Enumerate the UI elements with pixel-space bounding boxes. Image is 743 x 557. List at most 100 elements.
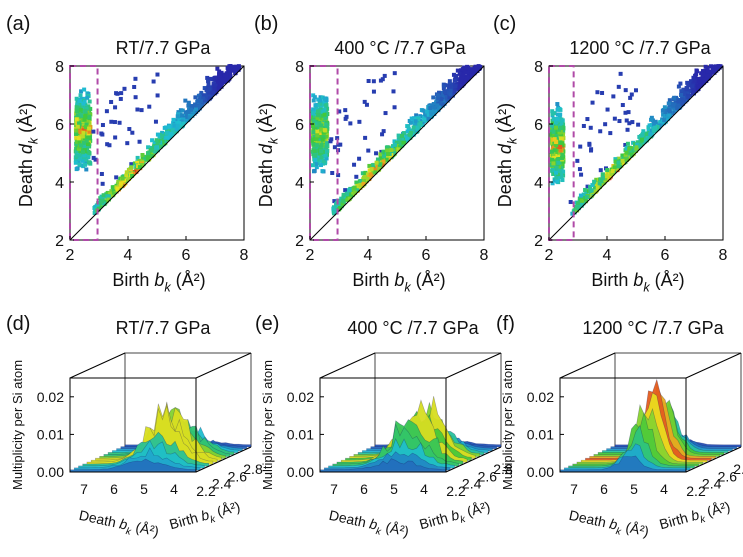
pd-point (466, 76, 471, 81)
pd-point (559, 163, 564, 168)
pd-point (225, 65, 230, 70)
pd-point (700, 77, 705, 82)
pd-point (74, 128, 79, 133)
pd-point (406, 126, 411, 131)
panel-title: 1200 °C /7.7 GPa (582, 318, 724, 338)
pd-point (584, 195, 589, 200)
pd-point (109, 99, 114, 104)
pd-point (150, 138, 155, 143)
pd-point (313, 153, 318, 158)
pd-point (315, 129, 320, 134)
pd-point (164, 128, 169, 133)
pd-point (390, 145, 395, 150)
death-tick-label: 7 (330, 481, 338, 497)
pd-point (84, 138, 89, 143)
pd-point (160, 130, 165, 135)
pd-point (74, 141, 79, 146)
box-front-face (319, 377, 447, 473)
pd-point (137, 139, 142, 144)
pd-point (124, 170, 129, 175)
pd-point (322, 112, 327, 117)
pd-point (666, 101, 671, 106)
pd-point (332, 199, 337, 204)
pd-point (555, 147, 560, 152)
pd-point (391, 89, 396, 94)
pd-point (320, 161, 325, 166)
pd-point (623, 159, 628, 164)
pd-point (78, 149, 83, 154)
surface-ridge (319, 458, 447, 473)
pd-point (116, 180, 121, 185)
pd-point (653, 119, 658, 124)
plot-frame (69, 65, 245, 241)
pd-point (76, 131, 81, 136)
pd-point (211, 90, 216, 95)
pd-point (75, 109, 80, 114)
pd-point (135, 168, 140, 173)
pd-point (314, 162, 319, 167)
pd-point (320, 137, 325, 142)
pd-point (188, 107, 193, 112)
pd-point (80, 124, 85, 129)
pd-point (181, 117, 186, 122)
birth-tick-label: 2.6 (228, 468, 248, 484)
pd-point (104, 109, 109, 114)
x-tick-label: 2 (545, 247, 554, 264)
pd-point (589, 148, 594, 153)
pd-point (129, 162, 134, 167)
pd-point (130, 173, 135, 178)
pd-point (130, 130, 135, 135)
persistence-diagram-2: (c) 1200 °C /7.7 GPa 2 4 6 8 2 4 6 8 Birth bk (Å²)… (493, 13, 728, 294)
pd-point (560, 118, 565, 123)
pd-point (705, 69, 710, 74)
pd-point (344, 191, 349, 196)
pd-point (74, 96, 79, 101)
pd-point (79, 153, 84, 158)
pd-point (551, 167, 556, 172)
pd-point (552, 111, 557, 116)
pd-point (692, 78, 697, 83)
pd-point (398, 145, 403, 150)
pd-point (462, 69, 467, 74)
pd-point (322, 99, 327, 104)
death-tick-label: 5 (630, 481, 638, 497)
pd-point (624, 150, 629, 155)
pd-point (147, 104, 152, 109)
pd-point (329, 137, 334, 142)
pd-point (213, 90, 218, 95)
pd-point (579, 172, 584, 177)
x-axis-label: Birth bk (Å²) (591, 270, 684, 294)
pd-point (171, 117, 176, 122)
pd-point (612, 116, 617, 121)
pd-point (600, 172, 605, 177)
pd-point (87, 129, 92, 134)
pd-point (692, 87, 697, 92)
pd-point (77, 117, 82, 122)
pd-point (336, 173, 341, 178)
pd-point (208, 76, 213, 81)
pd-point (414, 113, 419, 118)
pd-point (87, 126, 92, 131)
pd-point (647, 123, 652, 128)
pd-point (426, 105, 431, 110)
pd-point (598, 177, 603, 182)
diagonal-line (309, 65, 485, 241)
pd-point (91, 129, 96, 134)
pd-point (128, 168, 133, 173)
pd-point (375, 164, 380, 169)
z-tick-label: 0.00 (37, 464, 64, 480)
panel-letter: (b) (254, 13, 278, 35)
pd-point (416, 117, 421, 122)
pd-point (382, 150, 387, 155)
y-axis-label: Death dk (Å²) (256, 103, 280, 207)
pd-point (74, 167, 79, 172)
pd-point (315, 115, 320, 120)
pd-point (590, 100, 595, 105)
pd-point (228, 65, 233, 70)
pd-point (458, 79, 463, 84)
pd-point (158, 144, 163, 149)
pd-point (360, 171, 365, 176)
pd-point (685, 80, 690, 85)
pd-point (362, 99, 367, 104)
pd-point (83, 162, 88, 167)
